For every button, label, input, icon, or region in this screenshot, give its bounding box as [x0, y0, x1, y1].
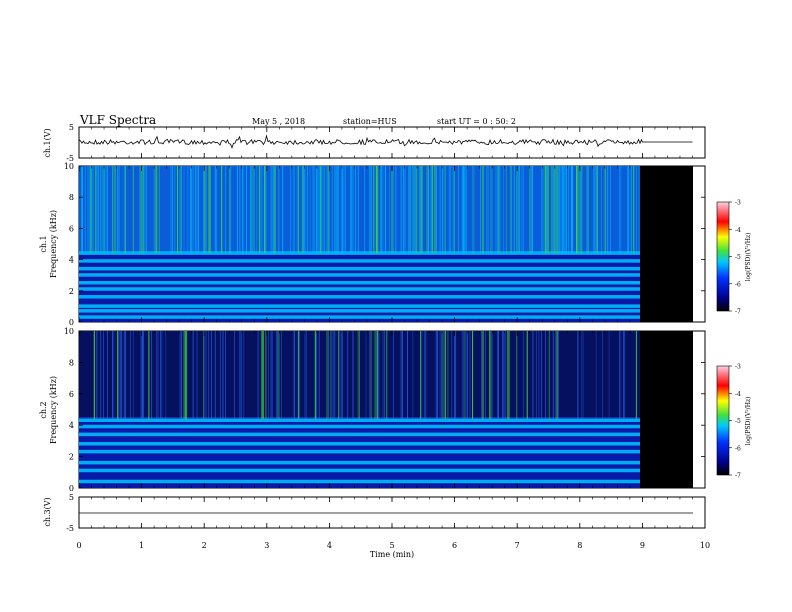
x-tick-label: 4 — [327, 541, 332, 550]
ch1-ytick-5: 5 — [69, 123, 74, 132]
spectrogram-band — [79, 418, 643, 422]
figure-title: VLF Spectra — [79, 113, 156, 127]
ch3-ylabel: ch.3(V) — [43, 497, 52, 526]
ch2-spectrogram-ytick-label: 4 — [69, 421, 74, 430]
spectrogram-band — [79, 432, 643, 437]
ch2-spectrogram-image — [79, 331, 643, 488]
ch1-colorbar-tick-label: -7 — [735, 309, 741, 316]
ch2-colorbar-tick-label: -6 — [735, 445, 741, 452]
spectrogram-band — [79, 259, 643, 263]
spectrogram-high-band-background — [79, 331, 643, 418]
spectrogram-band — [79, 304, 643, 308]
ch2-spectrogram-panel: 0 2 4 6 8 10 ch.2Frequency (kHz) -3 -4 -5 -6 -7 l… — [39, 327, 752, 493]
x-tick-label: 5 — [389, 541, 394, 550]
ch1-spectrogram-panel: 0 2 4 6 8 10 ch.1Frequency (kHz) -3 -4 -5 -6 -7 l… — [39, 162, 752, 327]
ch1-colorbar-tick-label: -3 — [735, 200, 741, 207]
spectrogram-band — [79, 479, 643, 484]
ch1-spectrogram-ytick-label: 6 — [69, 224, 74, 233]
ch2-spectrogram-ytick-label: 2 — [69, 453, 74, 462]
x-tick-label: 8 — [577, 541, 582, 550]
spectrogram-band — [79, 449, 643, 454]
station-label: station=HUS — [343, 117, 397, 126]
ch1-waveform-frame — [78, 126, 706, 159]
x-tick-label: 6 — [452, 541, 457, 550]
spectrogram-band — [79, 442, 643, 446]
ch1-spectrogram-channel-label: ch.1Frequency (kHz) — [39, 210, 58, 278]
spectrogram-band — [79, 295, 643, 299]
x-tick-label: 9 — [640, 541, 645, 550]
ch1-colorbar-tick-label: -6 — [735, 281, 741, 288]
ch1-colorbar-tick-label: -4 — [735, 227, 741, 234]
spectrogram-band — [79, 309, 643, 313]
ch2-spectrogram-ytick-label: 0 — [69, 484, 74, 493]
spectrogram-band — [79, 315, 643, 319]
ch2-spectrogram-channel-label: ch.2Frequency (kHz) — [39, 376, 58, 444]
spectrogram-band — [79, 281, 643, 285]
ch1-spectrogram-ytick-label: 4 — [69, 256, 74, 265]
ch1-no-data-block — [640, 166, 693, 322]
x-tick-label: 10 — [700, 541, 710, 550]
spectrogram-band — [79, 266, 643, 271]
x-tick-label: 0 — [76, 541, 81, 550]
spectrogram-band — [79, 251, 643, 255]
x-tick-label: 2 — [202, 541, 207, 550]
ch2-colorbar-tick-label: -5 — [735, 418, 741, 425]
ch1-waveform-panel: 5 -5 ch.1(V) — [43, 123, 706, 163]
ch1-trace — [78, 134, 693, 149]
spectrogram-band — [79, 424, 643, 429]
ch3-waveform-panel: 5 -5 ch.3(V) — [43, 493, 706, 533]
x-axis-label: Time (min) — [370, 550, 414, 559]
date-label: May 5 , 2018 — [252, 117, 305, 126]
ch1-colorbar-label: log(PSD)(V²/Hz) — [745, 233, 752, 282]
spectrogram-band — [79, 273, 643, 277]
x-tick-label: 1 — [139, 541, 144, 550]
ch1-spectrogram-image — [79, 166, 643, 322]
ch2-colorbar-tick-label: -4 — [735, 391, 741, 398]
ch1-spectrogram-ytick-label: 0 — [69, 318, 74, 327]
ch1-colorbar — [716, 201, 730, 312]
ch2-spectrogram-ytick-label: 10 — [64, 327, 74, 336]
spectrogram-band — [79, 460, 643, 465]
start-time-label: start UT = 0 : 50: 2 — [437, 117, 516, 126]
ch2-spectrogram-ytick-label: 6 — [69, 390, 74, 399]
x-tick-label: 7 — [515, 541, 520, 550]
ch2-colorbar — [716, 365, 730, 476]
ch2-colorbar-label: log(PSD)(V²/Hz) — [745, 397, 752, 446]
spectrogram-high-band-background — [79, 166, 643, 252]
ch2-no-data-block — [640, 331, 693, 488]
ch1-spectrogram-ytick-label: 8 — [69, 193, 74, 202]
ch2-colorbar-tick-label: -7 — [735, 473, 741, 480]
ch1-colorbar-tick-label: -5 — [735, 254, 741, 261]
ch3-ytick-5: 5 — [69, 493, 74, 502]
ch1-spectrogram-ytick-label: 10 — [64, 162, 74, 171]
x-tick-label: 3 — [264, 541, 269, 550]
ch1-ytick-minus5: -5 — [66, 154, 74, 163]
ch2-colorbar-tick-label: -3 — [735, 364, 741, 371]
spectrogram-band — [79, 287, 643, 291]
ch2-spectrogram-ytick-label: 8 — [69, 358, 74, 367]
ch1-ylabel: ch.1(V) — [43, 128, 52, 157]
x-axis: 0 1 2 3 4 5 6 7 8 9 10 — [76, 127, 710, 550]
ch3-ytick-minus5: -5 — [66, 524, 74, 533]
ch1-spectrogram-ytick-label: 2 — [69, 287, 74, 296]
spectrogram-band — [79, 468, 643, 473]
